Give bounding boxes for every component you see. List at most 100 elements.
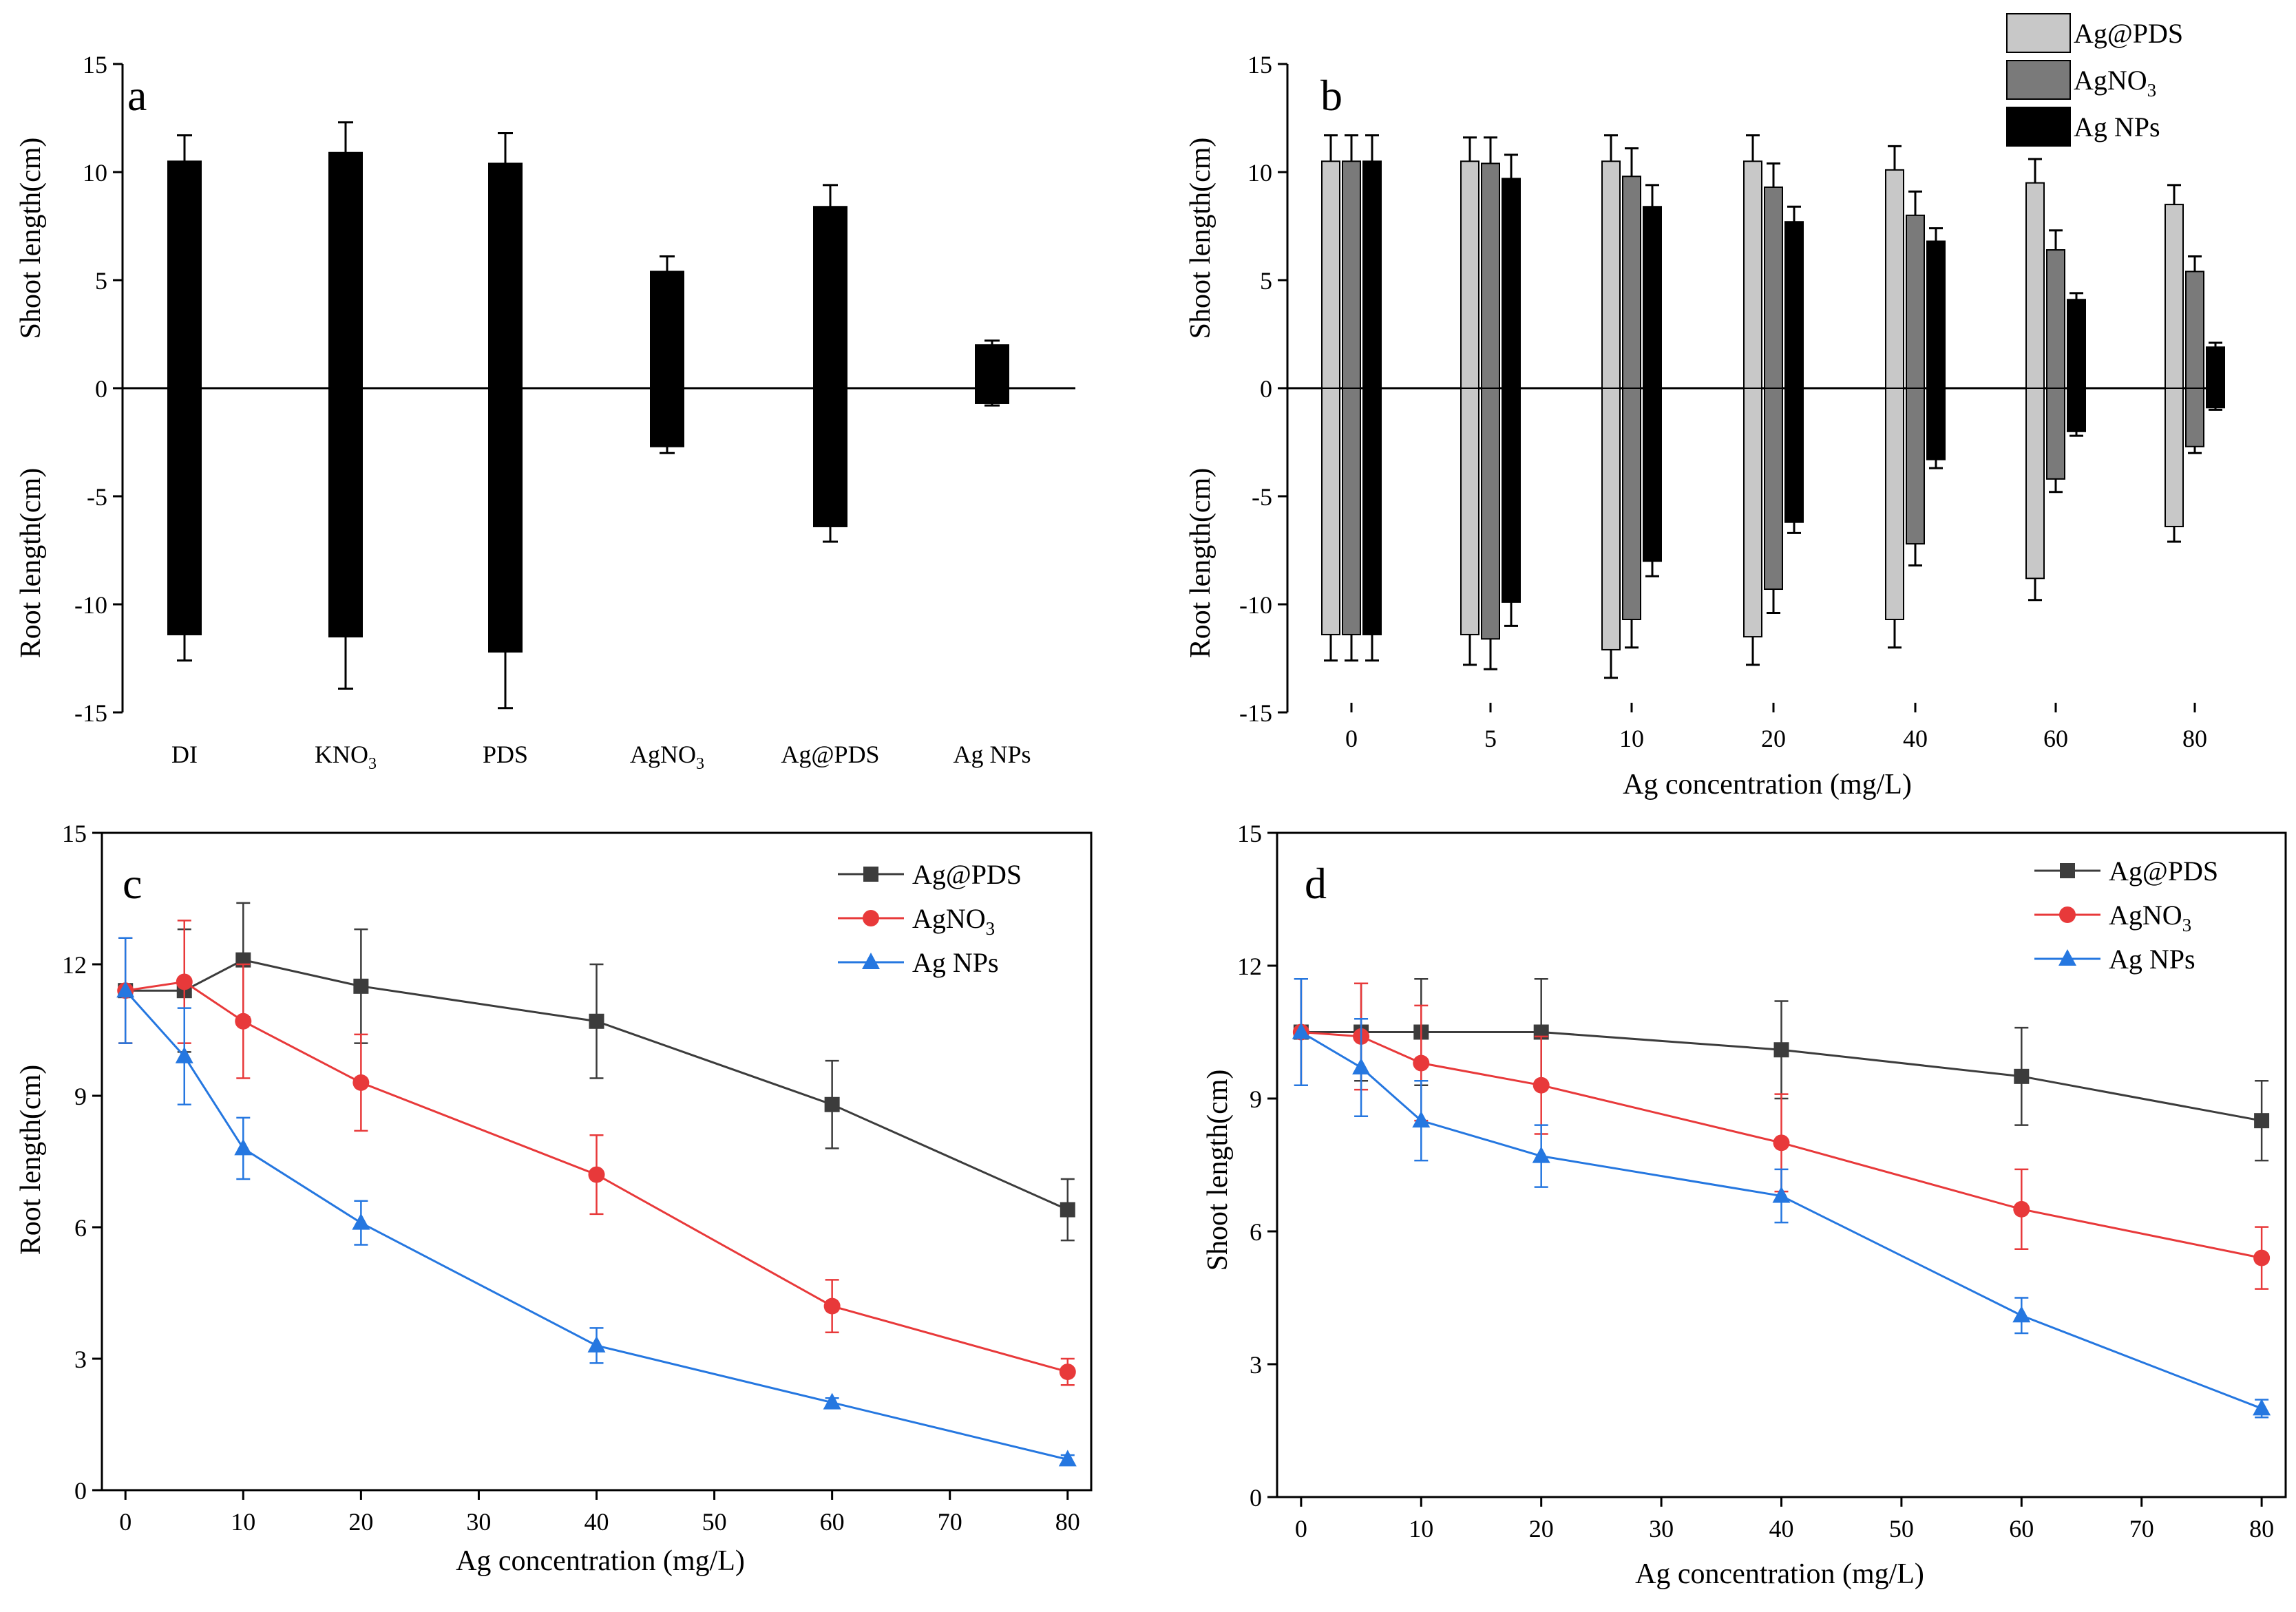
bar-root-Ag NPs xyxy=(975,388,1009,404)
data-point-Ag NPs xyxy=(116,981,135,998)
y-tick-label: 0 xyxy=(95,375,107,403)
y-tick-label: 6 xyxy=(1250,1218,1262,1246)
data-point-Ag NPs xyxy=(1292,1022,1310,1039)
data-point-AgNO3 xyxy=(2013,1200,2030,1218)
bar-root-Ag NPs xyxy=(1784,388,1804,523)
y-tick-label: -15 xyxy=(1239,699,1272,727)
y-tick-label: 15 xyxy=(62,820,87,847)
bar-root-AgNO3 xyxy=(1764,388,1783,591)
x-tick-label: 10 xyxy=(231,1508,255,1536)
x-tick-label: 20 xyxy=(348,1508,373,1536)
x-tick-label: 60 xyxy=(820,1508,845,1536)
bar-shoot-AgNO3 xyxy=(1906,214,1925,389)
bar-shoot-AgNO3 xyxy=(2185,271,2204,389)
bar-shoot-Ag@PDS xyxy=(1460,160,1479,390)
data-point-Ag@PDS xyxy=(589,1013,604,1029)
bar-shoot-Ag NPs xyxy=(975,344,1009,390)
y-tick-label: 5 xyxy=(95,267,107,295)
legend-label-Ag@PDS: Ag@PDS xyxy=(912,859,1022,890)
x-tick-label: 70 xyxy=(2129,1515,2154,1542)
legend-label-AgNO3: AgNO3 xyxy=(2074,65,2156,100)
x-tick-label: 0 xyxy=(119,1508,131,1536)
y-axis-label-root: Root length(cm) xyxy=(15,468,47,658)
data-point-Ag NPs xyxy=(1772,1186,1791,1203)
x-tick-label: 40 xyxy=(1769,1515,1794,1542)
x-tick-label: 70 xyxy=(938,1508,962,1536)
x-tick-label: Ag NPs xyxy=(953,741,1031,768)
y-tick-label: 10 xyxy=(83,159,107,187)
legend-swatch-Ag@PDS xyxy=(2006,13,2071,53)
data-point-AgNO3 xyxy=(823,1297,841,1315)
bar-shoot-PDS xyxy=(488,162,523,389)
legend-label-Ag NPs: Ag NPs xyxy=(2074,112,2160,142)
x-tick-label: 60 xyxy=(2043,725,2068,752)
bar-root-PDS xyxy=(488,388,523,653)
data-point-Ag NPs xyxy=(2012,1306,2031,1323)
y-tick-label: 6 xyxy=(74,1214,87,1242)
y-tick-label: -10 xyxy=(74,591,107,619)
panel-label-d: d xyxy=(1305,859,1327,908)
data-point-Ag@PDS xyxy=(2014,1068,2030,1084)
data-point-Ag NPs xyxy=(1532,1146,1550,1163)
bar-root-Ag NPs xyxy=(2206,388,2225,409)
data-point-AgNO3 xyxy=(1059,1364,1076,1381)
bar-root-DI xyxy=(167,388,202,635)
bar-root-Ag@PDS xyxy=(2025,388,2045,580)
data-point-Ag NPs xyxy=(1352,1057,1371,1074)
bar-shoot-Ag@PDS xyxy=(1601,160,1621,390)
y-tick-label: 12 xyxy=(1237,953,1262,980)
data-point-AgNO3 xyxy=(176,973,193,990)
y-tick-label: 15 xyxy=(83,51,107,78)
bar-shoot-Ag NPs xyxy=(2206,346,2225,389)
bar-root-AgNO3 xyxy=(650,388,684,447)
y-tick-label: -5 xyxy=(1252,483,1272,511)
bar-shoot-AgNO3 xyxy=(2046,249,2065,390)
y-tick-label: 3 xyxy=(1250,1351,1262,1379)
x-tick-label: AgNO3 xyxy=(630,741,704,773)
x-tick-label: 20 xyxy=(1529,1515,1554,1542)
x-tick-label: DI xyxy=(171,741,198,768)
x-tick-label: 80 xyxy=(1055,1508,1080,1536)
x-tick-label: 40 xyxy=(1903,725,1928,752)
legend-label-AgNO3: AgNO3 xyxy=(2109,900,2191,935)
data-point-Ag@PDS xyxy=(824,1096,840,1112)
x-axis-label: Ag concentration (mg/L) xyxy=(456,1545,745,1577)
legend-marker-AgNO3 xyxy=(2059,906,2076,923)
bar-shoot-AgNO3 xyxy=(650,271,684,389)
x-tick-label: KNO3 xyxy=(315,741,377,773)
x-tick-label: 10 xyxy=(1619,725,1644,752)
legend-marker-Ag NPs xyxy=(2058,949,2076,966)
legend-swatch-AgNO3 xyxy=(2006,60,2071,100)
legend-label-AgNO3: AgNO3 xyxy=(912,903,995,939)
bar-root-Ag NPs xyxy=(1502,388,1521,603)
data-point-Ag NPs xyxy=(175,1046,193,1063)
y-tick-label: 10 xyxy=(1247,159,1272,187)
bar-root-AgNO3 xyxy=(2046,388,2065,480)
x-tick-label: 20 xyxy=(1761,725,1786,752)
bar-root-Ag@PDS xyxy=(1321,388,1340,635)
legend-marker-Ag NPs xyxy=(862,953,880,969)
bar-root-KNO3 xyxy=(328,388,363,638)
legend-label-Ag NPs: Ag NPs xyxy=(2109,944,2195,975)
data-point-AgNO3 xyxy=(1413,1054,1430,1072)
bar-root-Ag@PDS xyxy=(1743,388,1762,638)
bar-shoot-Ag NPs xyxy=(1784,221,1804,389)
x-tick-label: PDS xyxy=(483,741,528,768)
bar-shoot-Ag@PDS xyxy=(1321,160,1340,390)
bar-shoot-Ag@PDS xyxy=(813,206,847,389)
legend-marker-Ag@PDS xyxy=(2060,863,2075,878)
legend-marker-Ag@PDS xyxy=(863,867,878,882)
y-tick-label: 0 xyxy=(1250,1484,1262,1512)
data-point-Ag@PDS xyxy=(353,978,369,994)
panel-a: a Shoot length(cm) Root length(cm) -15 -1… xyxy=(15,51,1075,773)
data-point-AgNO3 xyxy=(1533,1077,1550,1094)
x-tick-label: 0 xyxy=(1295,1515,1307,1542)
y-tick-label: 9 xyxy=(1250,1085,1262,1113)
data-point-AgNO3 xyxy=(588,1166,605,1183)
x-tick-label: 0 xyxy=(1345,725,1358,752)
bar-shoot-Ag@PDS xyxy=(2025,182,2045,389)
y-axis-label: Root length(cm) xyxy=(15,1065,47,1255)
legend-label-Ag NPs: Ag NPs xyxy=(912,947,999,978)
bar-root-Ag@PDS xyxy=(1460,388,1479,635)
panel-label-c: c xyxy=(123,859,142,908)
